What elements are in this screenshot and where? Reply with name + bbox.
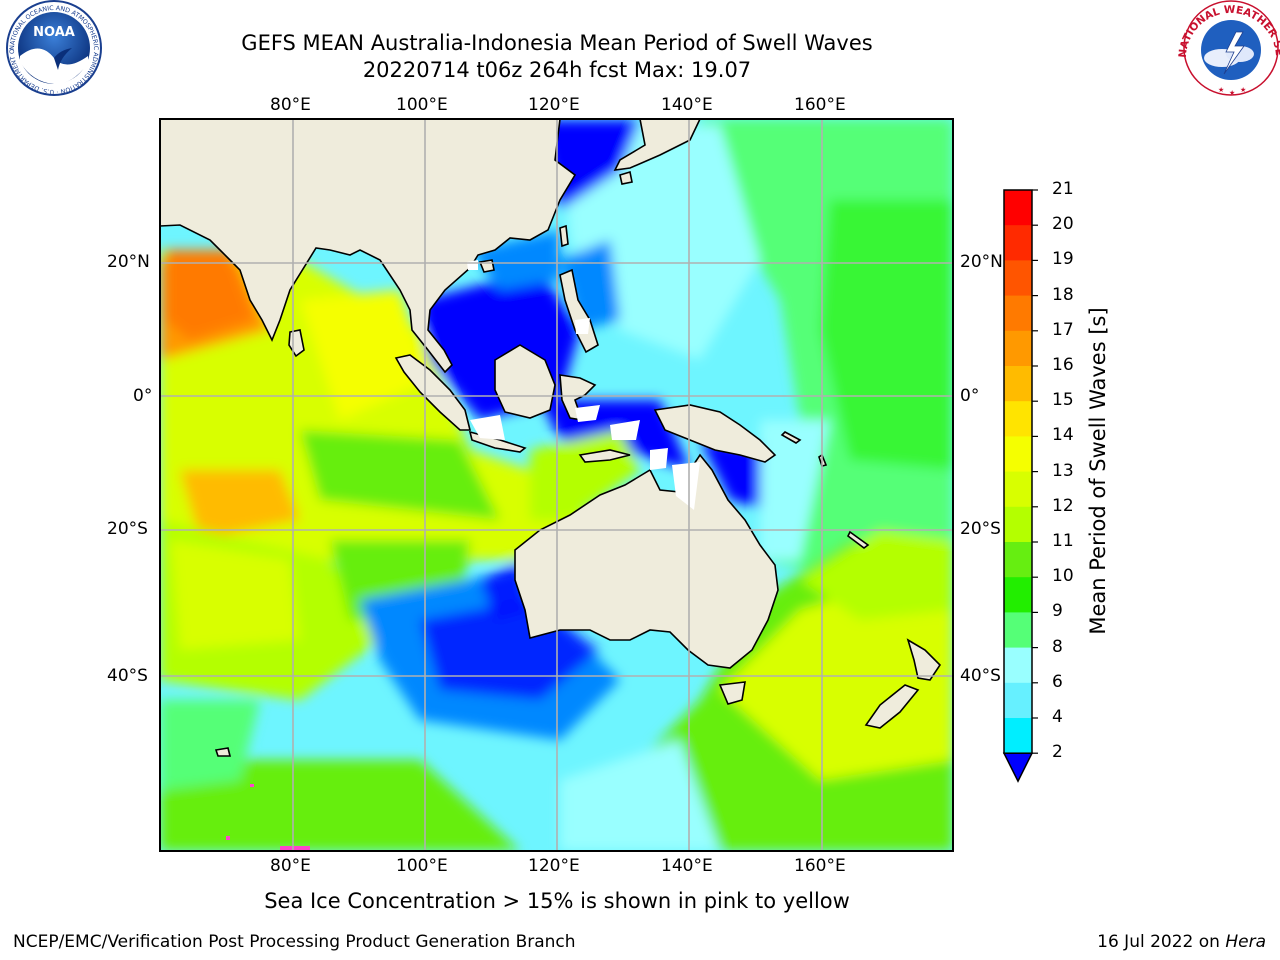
colorbar-tick-label: 9: [1052, 601, 1063, 622]
colorbar-segment: [1004, 471, 1032, 508]
colorbar-segment: [1004, 366, 1032, 402]
lon-label-top-80: 80°E: [270, 95, 311, 115]
new-zealand-south: [864, 684, 920, 729]
lat-label-right-40s: 40°S: [960, 666, 1001, 686]
chart-title: GEFS MEAN Australia-Indonesia Mean Perio…: [241, 31, 873, 55]
noaa-logo: NATIONAL OCEANIC AND ATMOSPHERIC ADMINIS…: [0, 0, 102, 96]
sulawesi: [559, 374, 597, 422]
lat-label-left-20s: 20°S: [107, 519, 148, 539]
lat-label-right-20s: 20°S: [960, 519, 1001, 539]
lon-label-bottom-160: 160°E: [794, 856, 846, 876]
philippines: [559, 268, 599, 354]
sea-ice: [226, 784, 310, 851]
graticule: [160, 119, 953, 851]
lat-label-left-20n: 20°N: [107, 252, 150, 272]
svg-text:★: ★: [1218, 86, 1224, 94]
colorbar-segment: [1004, 260, 1032, 297]
lat-label-left-0: 0°: [133, 386, 153, 406]
footer-date: 16 Jul 2022 on Hera: [1097, 932, 1266, 952]
colorbar-tick-label: 13: [1052, 460, 1074, 481]
colorbar-tick-label: 4: [1052, 707, 1063, 727]
colorbar-segment: [1004, 225, 1032, 261]
colorbar-segment: [1004, 612, 1032, 649]
colorbar-segment: [1004, 506, 1032, 543]
colorbar-tick-label: 15: [1052, 390, 1074, 411]
svg-text:NATIONAL WEATHER SERVICE: NATIONAL WEATHER SERVICE: [0, 0, 1280, 58]
colorbar-segment: [1004, 436, 1032, 473]
colorbar-tick-label: 18: [1052, 284, 1074, 305]
sea-ice-caption: Sea Ice Concentration > 15% is shown in …: [264, 889, 850, 913]
colorbar-segment: [1004, 330, 1032, 367]
new-guinea: [653, 404, 777, 463]
colorbar-segment: [1004, 190, 1032, 226]
lat-label-left-40s: 40°S: [107, 666, 148, 686]
colorbar-segment: [1004, 718, 1032, 754]
colorbar-segment: [1004, 577, 1032, 613]
nws-logo: NATIONAL WEATHER SERVICE ★ ★ ★: [0, 0, 1280, 97]
lon-label-bottom-80: 80°E: [270, 856, 311, 876]
svg-text:★: ★: [1240, 86, 1246, 94]
svg-text:★: ★: [1229, 89, 1235, 97]
lon-label-top-140: 140°E: [661, 95, 713, 115]
japan: [613, 119, 701, 171]
colorbar-segment: [1004, 682, 1032, 719]
lon-label-bottom-100: 100°E: [396, 856, 448, 876]
lon-label-bottom-140: 140°E: [661, 856, 713, 876]
footer-credit: NCEP/EMC/Verification Post Processing Pr…: [13, 932, 576, 952]
tasmania: [718, 681, 746, 705]
colorbar-tick-label: 21: [1052, 179, 1074, 199]
sumatra: [394, 354, 472, 431]
map-frame: [159, 118, 954, 852]
colorbar-tick-label: 16: [1052, 355, 1074, 375]
colorbar: [1002, 189, 1038, 783]
borneo: [494, 344, 556, 419]
taiwan: [559, 224, 569, 248]
colorbar-tick-label: 10: [1052, 566, 1074, 587]
map-panel: [160, 119, 953, 851]
new-zealand-north: [906, 638, 942, 681]
colorbar-tick-label: 2: [1052, 742, 1063, 763]
solomon-islands: [780, 431, 802, 444]
land: [160, 119, 942, 757]
lon-label-bottom-120: 120°E: [528, 856, 580, 876]
colorbar-tick-label: 8: [1052, 636, 1063, 657]
kyushu: [619, 170, 633, 185]
colorbar-tick-label: 17: [1052, 319, 1074, 340]
timor: [578, 449, 631, 463]
colorbar-tick-label: 11: [1052, 531, 1074, 551]
lat-label-right-20n: 20°N: [960, 252, 1003, 272]
lon-label-top-100: 100°E: [396, 95, 448, 115]
colorbar-tick-label: 19: [1052, 249, 1074, 270]
colorbar-segment: [1004, 542, 1032, 578]
sumatra-islet: [214, 747, 232, 757]
colorbar-extend-arrow: [1002, 752, 1034, 783]
lon-label-top-160: 160°E: [794, 95, 846, 115]
colorbar-segment: [1004, 401, 1032, 437]
lon-label-top-120: 120°E: [528, 95, 580, 115]
nws-ring-text: NATIONAL WEATHER SERVICE: [0, 0, 1280, 58]
colorbar-tick-label: 6: [1052, 671, 1063, 692]
lat-label-right-0: 0°: [960, 386, 980, 406]
new-caledonia: [846, 530, 870, 549]
colorbar-tick-label: 20: [1052, 214, 1074, 235]
colorbar-segment: [1004, 647, 1032, 684]
colorbar-tick-label: 14: [1052, 425, 1074, 446]
footer-host: Hera: [1225, 932, 1266, 952]
chart-subtitle: 20220714 t06z 264h fcst Max: 19.07: [362, 58, 752, 82]
noaa-logo-text: NOAA: [33, 25, 75, 40]
colorbar-segment: [1004, 295, 1032, 332]
colorbar-tick-label: 12: [1052, 495, 1074, 516]
asia-landmass: [160, 119, 577, 374]
